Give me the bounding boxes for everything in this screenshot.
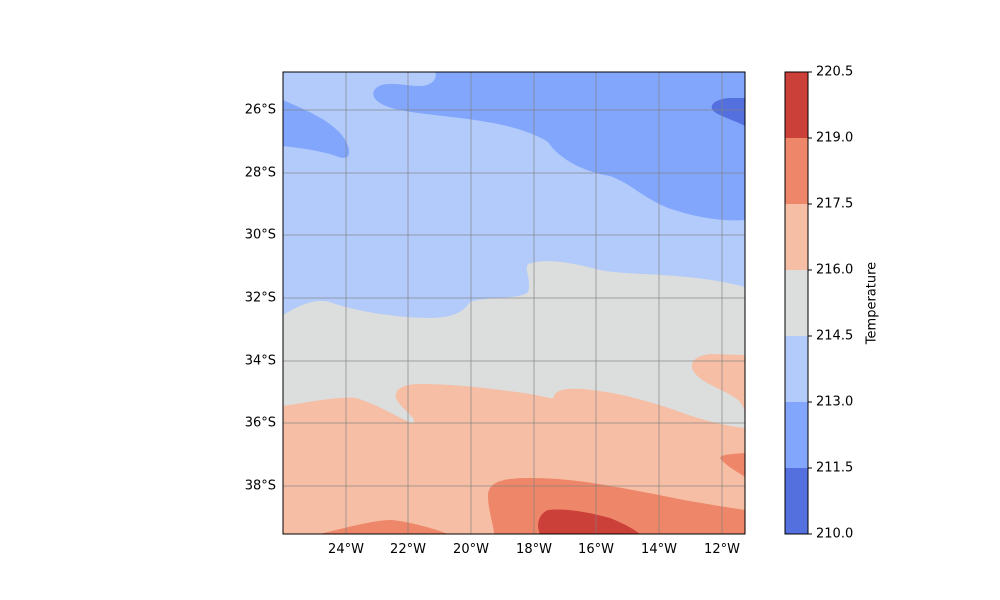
lat-label: 36°S [245,416,276,431]
colorbar-tick-label: 213.0 [816,395,853,410]
colorbar-frame [784,71,809,535]
lat-label: 32°S [245,291,276,306]
colorbar-level [785,468,808,534]
gridlines [283,72,745,534]
colorbar-tick-label: 211.5 [816,461,853,476]
contour-band-217.5-219-east [720,453,745,477]
colorbar-tick-label: 217.5 [816,197,853,212]
contour-band-217.5-219-southwest [320,520,448,534]
colorbar-level [785,336,808,402]
lon-label: 20°W [453,542,489,557]
colorbar-title: Temperature [865,262,880,345]
colorbar-tick-label: 214.5 [816,329,853,344]
contour-band-210-211.5 [711,98,745,126]
colorbar-level [785,270,808,336]
lat-label: 38°S [245,479,276,494]
contour-band-216-217.5-east [691,354,745,414]
lat-label: 34°S [245,354,276,369]
lon-label: 24°W [328,542,364,557]
lat-label: 30°S [245,228,276,243]
latitude-labels: 26°S 28°S 30°S 32°S 34°S 36°S 38°S [245,103,276,494]
colorbar-level [785,138,808,204]
lon-label: 18°W [516,542,552,557]
longitude-labels: 24°W 22°W 20°W 18°W 16°W 14°W 12°W [328,542,740,557]
colorbar-level [785,72,808,138]
lon-label: 12°W [704,542,740,557]
lat-label: 26°S [245,103,276,118]
colorbar-tick-label: 220.5 [816,65,853,80]
colorbar: 210.0 211.5 213.0 214.5 216.0 217.5 219.… [784,65,880,542]
lat-label: 28°S [245,166,276,181]
contour-band-219-220.5 [538,509,640,534]
contour-fill-area [283,72,745,534]
colorbar-ticks [808,71,812,535]
colorbar-tick-label: 210.0 [816,527,853,542]
contour-band-211.5-213-west [283,100,350,158]
lon-label: 16°W [578,542,614,557]
lon-label: 14°W [641,542,677,557]
colorbar-tick-label: 219.0 [816,131,853,146]
map-frame [282,71,746,535]
colorbar-tick-label: 216.0 [816,263,853,278]
contour-band-211.5-213-north [373,72,745,221]
lon-label: 22°W [390,542,426,557]
colorbar-level [785,204,808,270]
colorbar-level [785,402,808,468]
